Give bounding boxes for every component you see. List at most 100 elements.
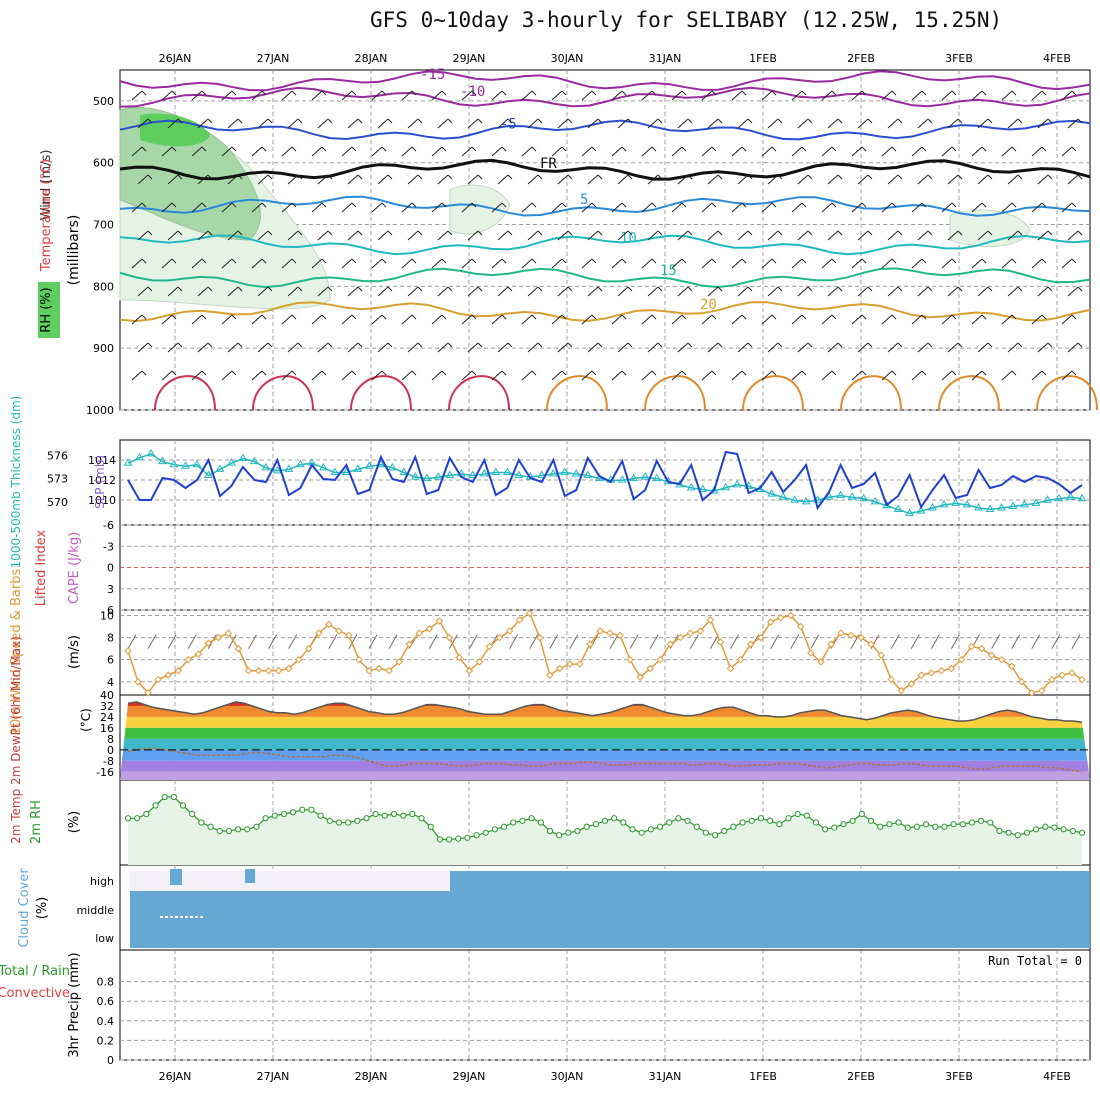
- wind-barb: [927, 118, 933, 124]
- wind-barb-10m: [328, 634, 338, 649]
- wind10-point: [867, 640, 875, 648]
- wind-barb: [647, 342, 659, 353]
- wind-barb: [1067, 230, 1079, 241]
- wind10-point: [335, 627, 343, 635]
- wind-barb: [777, 342, 783, 348]
- rh2m-point: [519, 817, 526, 824]
- thickness-point: [778, 492, 788, 500]
- wind-barb: [291, 258, 297, 264]
- wind-barb: [257, 342, 269, 353]
- wind-barb: [971, 146, 983, 157]
- thickness-point: [951, 498, 960, 506]
- wind10-point: [194, 650, 203, 658]
- wind-barb: [747, 174, 753, 180]
- wind-barb: [417, 286, 423, 292]
- wind-barb: [767, 286, 779, 297]
- wind10-point: [646, 664, 654, 673]
- isotherm-5: [119, 195, 1091, 217]
- rh2m-point: [620, 819, 627, 826]
- thickness-point: [181, 461, 190, 469]
- wind-barb: [567, 342, 573, 348]
- wind-barb: [141, 90, 147, 96]
- x-tick-label-top: 3FEB: [945, 52, 973, 65]
- wind-barb: [771, 370, 777, 376]
- wind-barb: [1037, 174, 1049, 185]
- wind10-point: [817, 658, 825, 666]
- wind-barb-10m: [710, 634, 719, 649]
- wind-barb: [171, 314, 177, 320]
- wind-barb: [557, 118, 569, 129]
- wind-barb: [761, 314, 773, 325]
- wind-barb: [201, 202, 207, 208]
- wind-barb: [407, 174, 419, 185]
- wind-barb: [741, 202, 747, 208]
- wind-barb: [381, 90, 387, 96]
- wind-barb: [837, 230, 843, 236]
- wind-barb: [501, 258, 507, 264]
- wind-barb: [491, 370, 503, 381]
- wind-barb: [231, 314, 237, 320]
- wind-barb: [987, 286, 993, 292]
- wind-barb: [137, 286, 149, 297]
- wind-barb: [447, 342, 453, 348]
- wind-barb: [467, 174, 479, 185]
- wind-barb: [761, 370, 773, 381]
- wind-barb: [827, 174, 839, 185]
- thickness-point: [928, 503, 937, 511]
- wind-barb: [131, 146, 143, 157]
- wind-barb: [591, 202, 597, 208]
- chart-title: GFS 0~10day 3-hourly for SELIBABY (12.25…: [370, 8, 1003, 32]
- wind-barb: [831, 314, 837, 320]
- wind-barb: [657, 174, 663, 180]
- wind-barb: [507, 118, 513, 124]
- wind-barb-10m: [388, 634, 398, 649]
- temp-series-line: [127, 701, 1083, 724]
- wind-barb: [147, 230, 153, 236]
- wind-barb: [561, 314, 567, 320]
- wind-barb: [971, 370, 983, 381]
- wind-barb: [957, 286, 963, 292]
- wind10-point: [596, 627, 604, 635]
- wind-barb-10m: [428, 634, 438, 649]
- wind-barb: [851, 146, 863, 157]
- wind-barb: [231, 146, 237, 152]
- wind-barb-10m: [187, 634, 197, 649]
- wind-barb: [747, 230, 753, 236]
- wind-barb: [1041, 202, 1047, 208]
- wind-barb: [1071, 90, 1077, 96]
- wind-barb: [521, 146, 533, 157]
- wind10-point: [274, 667, 283, 675]
- wind-barb: [927, 230, 933, 236]
- wind-barb: [701, 370, 713, 381]
- wind-barb: [617, 286, 629, 297]
- wind-barb: [791, 146, 803, 157]
- wind-barb: [537, 286, 543, 292]
- temp-unit-label: (°C): [79, 708, 93, 732]
- wind-barb: [671, 146, 683, 157]
- wind-barb: [401, 146, 413, 157]
- lifted-index-tick-label: 6: [107, 604, 114, 617]
- rh2m-point: [877, 823, 884, 830]
- thickness-point: [571, 469, 581, 477]
- wind-barb: [501, 202, 507, 208]
- wind-barb: [641, 146, 653, 157]
- wind-barb: [267, 342, 273, 348]
- wind-barb: [701, 146, 713, 157]
- wind-barb: [891, 202, 897, 208]
- wind-barb: [947, 174, 959, 185]
- rh2m-point: [317, 812, 324, 819]
- wind-barb: [537, 342, 543, 348]
- wind-barb: [677, 286, 689, 297]
- wind-barb-10m: [468, 634, 478, 649]
- wind-barb: [731, 90, 743, 101]
- rh2m-point: [693, 823, 700, 830]
- wind-barb: [551, 370, 563, 381]
- wind10-point: [1038, 686, 1046, 695]
- wind-barb: [1017, 286, 1023, 292]
- wind-barb: [1031, 202, 1043, 213]
- wind-barb: [567, 118, 573, 124]
- thickness-point: [985, 504, 995, 513]
- wind-barb: [357, 286, 363, 292]
- wind-barb: [801, 258, 807, 264]
- wind10-point: [485, 642, 494, 651]
